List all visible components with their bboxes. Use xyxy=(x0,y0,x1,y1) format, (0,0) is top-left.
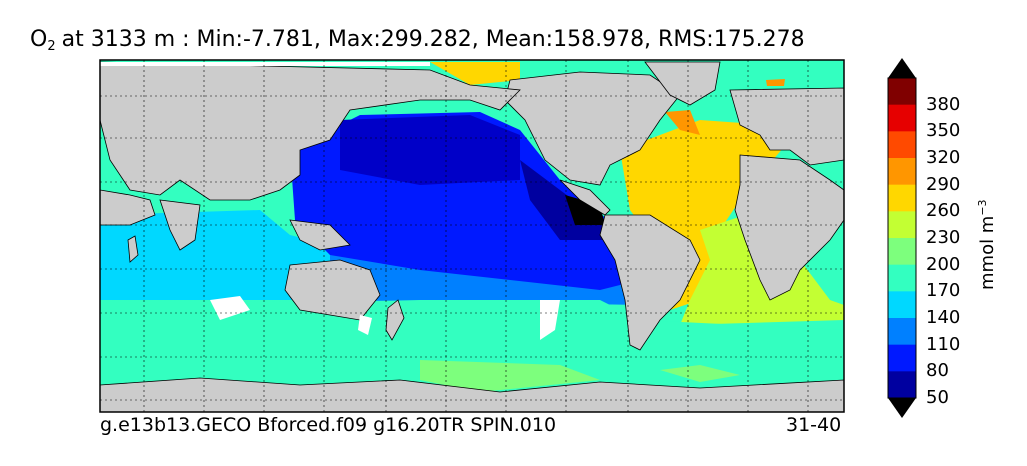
colorbar-tick-label: 50 xyxy=(926,387,949,408)
title-text: at 3133 m : Min:-7.781, Max:299.282, Mea… xyxy=(61,27,805,52)
north-pacific-field xyxy=(340,115,520,185)
colorbar-tick-label: 260 xyxy=(926,200,961,222)
colorbar-tick-label: 170 xyxy=(926,280,961,302)
missing-patch-3 xyxy=(540,300,560,340)
colorbar-segment xyxy=(888,211,916,239)
madagascar xyxy=(127,235,139,263)
colorbar-tick-label: 290 xyxy=(926,173,961,195)
colorbar-tick-label: 80 xyxy=(926,360,949,382)
north-america xyxy=(504,71,681,186)
colorbar-segment xyxy=(888,131,916,159)
central-america xyxy=(559,179,611,216)
colorbar-tick-label: 200 xyxy=(926,253,961,275)
arctic-field xyxy=(430,62,520,85)
map-frame xyxy=(99,59,845,413)
title-species: O xyxy=(30,27,48,52)
southern-green-patch xyxy=(420,360,600,392)
colorbar-frame xyxy=(887,77,917,399)
colorbar-segment xyxy=(888,291,916,319)
missing-data xyxy=(100,62,560,340)
colorbar-segment xyxy=(888,238,916,266)
map-area xyxy=(100,60,844,412)
colorbar-segment xyxy=(888,104,916,132)
colorbar-segment xyxy=(888,78,916,106)
greenland xyxy=(644,61,721,106)
missing-patch-1 xyxy=(210,296,250,320)
land xyxy=(100,61,844,412)
colorbar-segment xyxy=(888,344,916,372)
colorbar-units-exponent: −3 xyxy=(976,199,989,216)
arctic-orange-patch xyxy=(766,79,785,86)
colorbar-units-prefix: mmol m xyxy=(977,215,998,290)
colorbar-tick-label: 380 xyxy=(926,93,961,115)
southern-green-patch-2 xyxy=(660,365,740,382)
missing-patch-2 xyxy=(358,315,372,335)
title-subscript: 2 xyxy=(47,39,56,54)
africa-west-edge xyxy=(100,189,156,226)
eurasia-west xyxy=(100,61,521,201)
colorbar-segment xyxy=(888,184,916,212)
new-zealand xyxy=(385,299,405,341)
antarctica xyxy=(100,377,844,412)
labrador-sea-field xyxy=(665,110,700,135)
missing-arctic xyxy=(100,62,430,66)
maritime-continent xyxy=(289,219,351,251)
eurasia-east xyxy=(729,87,844,166)
colorbar-over-arrow xyxy=(888,58,916,78)
footer-years: 31-40 xyxy=(786,414,842,436)
colorbar-units: mmol m−3 xyxy=(976,199,1000,290)
footer-run-name: g.e13b13.GECO Bforced.f09 g16.20TR SPIN.… xyxy=(100,414,557,436)
plot-title: O2 at 3133 m : Min:-7.781, Max:299.282, M… xyxy=(30,27,805,54)
colorbar-tick-label: 110 xyxy=(926,333,961,355)
colorbar-under-arrow xyxy=(888,398,916,418)
africa xyxy=(734,154,844,301)
colorbar-tick-label: 320 xyxy=(926,147,961,168)
colorbar-tick-label: 350 xyxy=(926,120,961,142)
graticule xyxy=(100,60,844,412)
colorbar-segment xyxy=(888,158,916,186)
east-pacific-minimum xyxy=(565,195,605,225)
colorbar-segment xyxy=(888,264,916,292)
south-america xyxy=(599,214,701,351)
colorbar-segment xyxy=(888,318,916,346)
colorbar-tick-label: 230 xyxy=(926,227,961,248)
colorbar-tick-label: 140 xyxy=(926,307,961,328)
colorbar xyxy=(887,58,917,418)
colorbar-segment xyxy=(888,371,916,399)
